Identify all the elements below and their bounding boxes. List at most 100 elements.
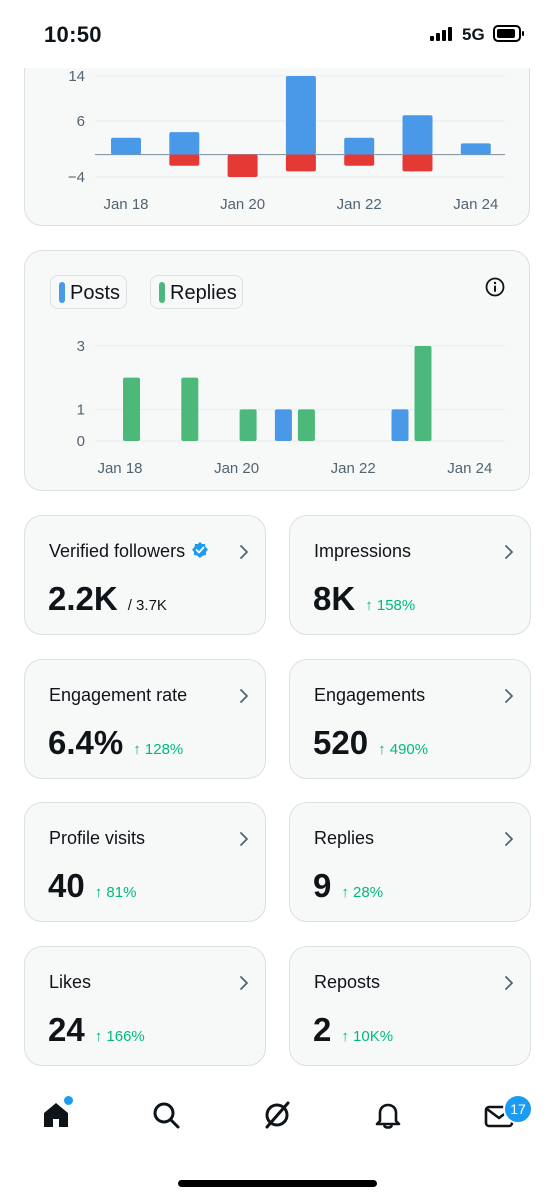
bar [111,137,141,155]
metric-value: 6.4% [48,724,124,761]
bar [169,132,200,155]
replies-bar [123,377,140,441]
metric-change: ↑ 10K% [341,1028,394,1045]
chevron-right-icon [505,545,513,559]
x-tick-label: Jan 18 [103,196,148,213]
metric-title-text: Engagement rate [49,685,188,705]
bar [460,143,491,155]
metric-title: Likes [49,972,91,993]
metric-value-row: 2.2K / 3.7K [48,580,167,618]
info-icon[interactable] [484,276,506,298]
metric-value: 2.2K [48,580,118,617]
metric-change: ↑ 158% [365,597,416,614]
replies-swatch [159,282,165,303]
bar [402,115,433,155]
metric-title-text: Reposts [314,972,381,992]
metric-change: ↑ 128% [133,741,184,758]
posts-replies-chart: 3 1 0 Jan 18 Jan 20 Jan 22 Jan 24 [77,338,505,477]
metric-change: ↑ 490% [378,741,429,758]
metric-value-row: 520 ↑ 490% [313,724,428,762]
replies-bar [181,377,199,441]
metric-change: ↑ 81% [94,884,137,901]
x-tick-label: Jan 18 [97,460,142,477]
chevron-right-icon [505,832,513,846]
bar [344,154,375,166]
x-tick-label: Jan 20 [220,196,265,213]
x-tick-label: Jan 22 [337,196,382,213]
x-tick-label: Jan 24 [447,460,492,477]
bar [227,154,258,177]
y-tick-label: 1 [77,401,85,418]
metric-change: ↑ 28% [341,884,384,901]
home-icon[interactable] [40,1099,72,1131]
metric-title: Engagements [314,685,425,706]
metric-title: Engagement rate [49,685,187,706]
metric-value-row: 6.4% ↑ 128% [48,724,183,762]
metric-value: 9 [313,867,332,904]
metric-value: 40 [48,867,85,904]
metric-title: Reposts [314,972,380,993]
bar [169,154,200,166]
chevron-right-icon [240,689,248,703]
metric-total: / 3.7K [127,597,167,614]
metric-value: 24 [48,1011,85,1048]
legend-replies-label: Replies [170,282,237,304]
bar [285,154,316,172]
net-followers-chart: 14 6 −4 Jan 18 Jan 20 Jan 22 Jan 24 [68,68,505,213]
x-tick-label: Jan 22 [331,460,376,477]
metric-title: Impressions [314,541,411,562]
posts-replies-chart-card: Posts Replies 3 1 0 Jan 18 Jan 20 Jan 22 Jan 2… [24,250,530,491]
legend-replies[interactable]: Replies [150,275,243,309]
legend-posts-label: Posts [70,282,121,304]
replies-bar [297,409,315,441]
metric-card-reposts[interactable]: Reposts 2 ↑ 10K% [289,946,531,1066]
chevron-right-icon [505,976,513,990]
y-tick-label: 0 [77,433,85,450]
metric-card-replies[interactable]: Replies 9 ↑ 28% [289,802,531,922]
metric-card-likes[interactable]: Likes 24 ↑ 166% [24,946,266,1066]
metric-title-text: Replies [314,828,375,848]
verified-badge-icon [192,542,209,558]
y-tick-label: 3 [77,338,85,355]
metric-title: Profile visits [49,828,145,849]
metric-card-impressions[interactable]: Impressions 8K ↑ 158% [289,515,531,635]
grok-icon[interactable] [261,1099,293,1131]
metric-value-row: 9 ↑ 28% [313,867,383,905]
network-label: 5G [462,25,485,44]
battery-icon [493,25,524,42]
bar [285,76,316,155]
metric-card-engagements[interactable]: Engagements 520 ↑ 490% [289,659,531,779]
chevron-right-icon [240,545,248,559]
metric-change: ↑ 166% [94,1028,145,1045]
replies-bar [239,409,257,441]
metric-value: 2 [313,1011,332,1048]
x-tick-label: Jan 24 [453,196,498,213]
metric-title-text: Impressions [314,541,412,561]
metric-title-text: Likes [49,972,92,992]
metric-card-engagement-rate[interactable]: Engagement rate 6.4% ↑ 128% [24,659,266,779]
bell-icon[interactable] [372,1099,404,1131]
net-followers-chart-card: 14 6 −4 Jan 18 Jan 20 Jan 22 Jan 24 [24,40,530,226]
metric-title-text: Profile visits [49,828,146,848]
signal-icon [430,27,456,41]
posts-bar [391,409,409,441]
replies-bar [414,346,432,441]
home-indicator [178,1180,377,1187]
legend-posts[interactable]: Posts [50,275,127,309]
posts-swatch [59,282,65,303]
status-bar: 10:50 5G [0,0,555,68]
x-tick-label: Jan 20 [214,460,259,477]
search-icon[interactable] [150,1099,182,1131]
bar [402,154,433,172]
chevron-right-icon [505,689,513,703]
metric-value-row: 24 ↑ 166% [48,1011,145,1049]
metric-value-row: 8K ↑ 158% [313,580,415,618]
posts-bar [274,409,292,441]
metric-title-text: Engagements [314,685,426,705]
bar [344,137,375,155]
y-tick-label: 14 [68,68,85,85]
metric-value-row: 2 ↑ 10K% [313,1011,393,1049]
status-time: 10:50 [44,22,102,47]
metric-card-profile-visits[interactable]: Profile visits 40 ↑ 81% [24,802,266,922]
metric-card-verified-followers[interactable]: Verified followers 2.2K / 3.7K [24,515,266,635]
